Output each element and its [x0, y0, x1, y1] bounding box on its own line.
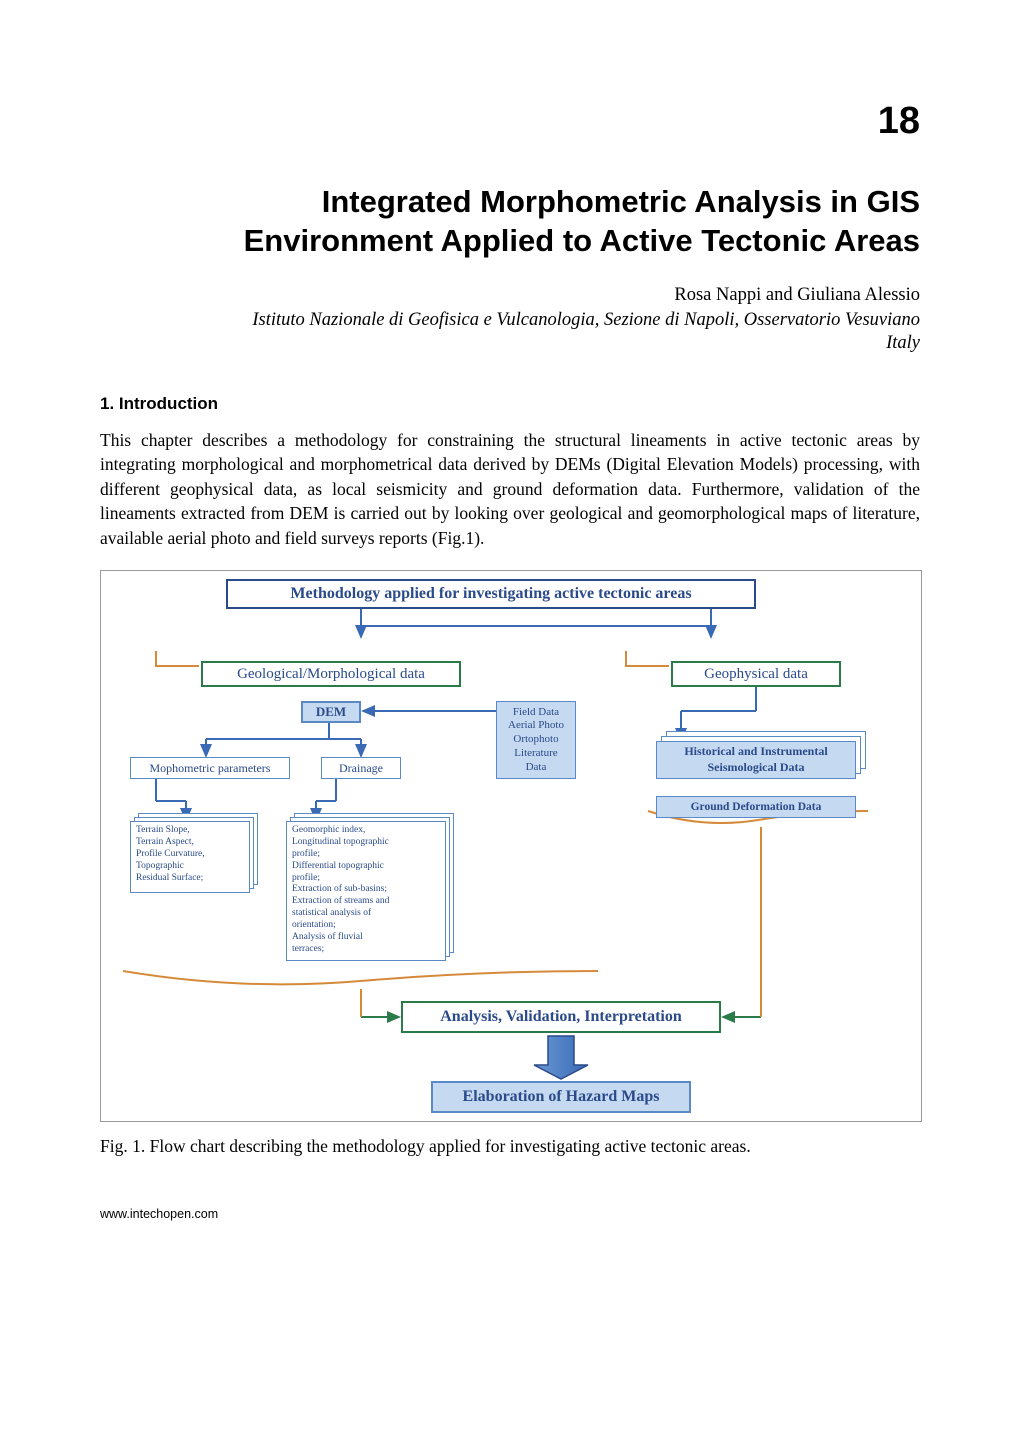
flowchart-box-drainage-detail: Geomorphic index,Longitudinal topographi…	[286, 821, 446, 961]
flowchart-box-drainage: Drainage	[321, 757, 401, 779]
authors: Rosa Nappi and Giuliana Alessio	[100, 285, 920, 306]
flowchart-box-geo-group: Geological/Morphological data	[201, 661, 461, 687]
chapter-title: Integrated Morphometric Analysis in GIS …	[100, 183, 920, 261]
flowchart-box-ground-def: Ground Deformation Data	[656, 796, 856, 818]
flowchart-box-seismo: Historical and InstrumentalSeismological…	[656, 741, 856, 779]
figure-caption: Fig. 1. Flow chart describing the method…	[100, 1136, 920, 1157]
section-heading: 1. Introduction	[100, 394, 920, 414]
flowchart-box-analysis: Analysis, Validation, Interpretation	[401, 1001, 721, 1033]
country: Italy	[100, 333, 920, 354]
flowchart-box-field-data: Field DataAerial PhotoOrtophotoLiteratur…	[496, 701, 576, 779]
flowchart-box-morpho-params: Mophometric parameters	[130, 757, 290, 779]
chapter-number: 18	[100, 100, 920, 143]
flowchart-box-dem: DEM	[301, 701, 361, 723]
footer-url: www.intechopen.com	[0, 1207, 1020, 1221]
flowchart-box-geophys-group: Geophysical data	[671, 661, 841, 687]
title-line-2: Environment Applied to Active Tectonic A…	[244, 223, 920, 258]
flowchart-box-terrain-detail: Terrain Slope,Terrain Aspect,Profile Cur…	[130, 821, 250, 893]
intro-paragraph: This chapter describes a methodology for…	[100, 428, 920, 551]
title-line-1: Integrated Morphometric Analysis in GIS	[322, 184, 920, 219]
flowchart-diagram: Methodology applied for investigating ac…	[100, 570, 922, 1122]
affiliation: Istituto Nazionale di Geofisica e Vulcan…	[100, 310, 920, 331]
flowchart-box-title: Methodology applied for investigating ac…	[226, 579, 756, 609]
flowchart-box-hazard: Elaboration of Hazard Maps	[431, 1081, 691, 1113]
